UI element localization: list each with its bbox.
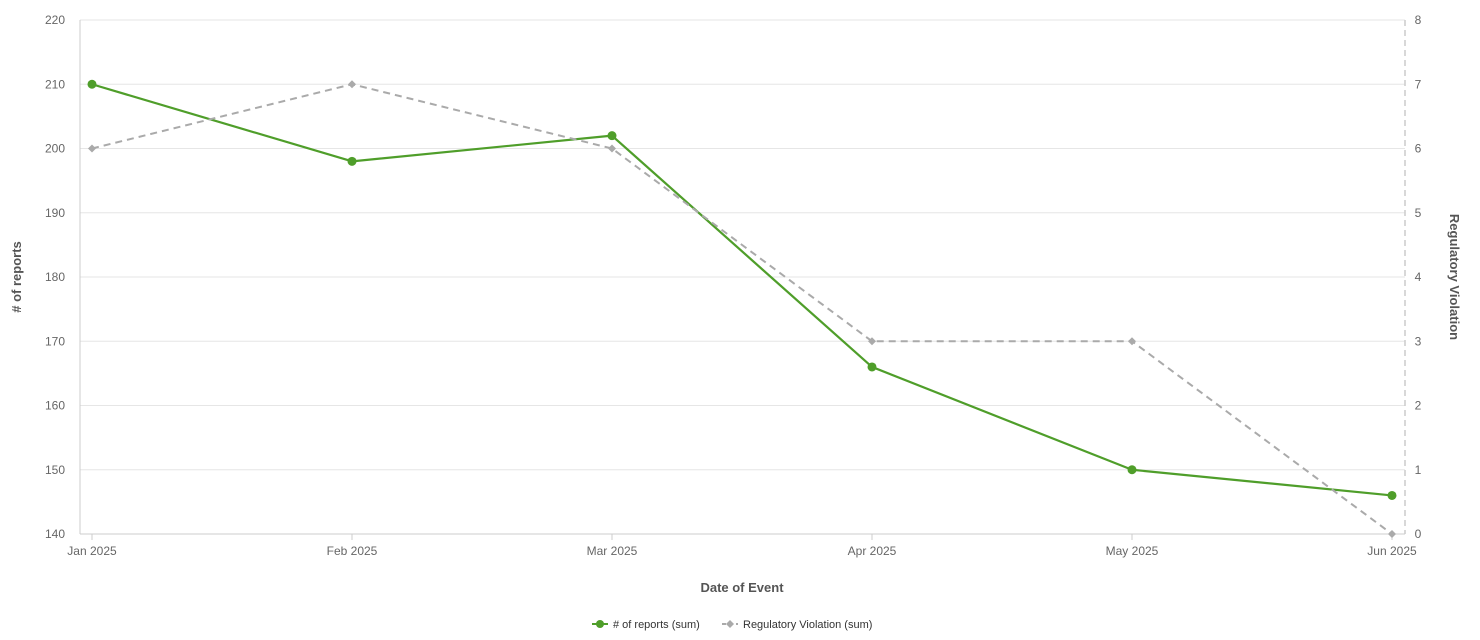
data-point[interactable]: [87, 79, 97, 89]
y-left-tick-label: 210: [45, 77, 65, 91]
series-line-1: [91, 83, 1393, 535]
y-axis-right-title: Regulatory Violation: [1447, 214, 1462, 340]
y-left-tick-label: 170: [45, 334, 65, 348]
data-point[interactable]: [1387, 490, 1397, 500]
y-right-tick-label: 4: [1415, 270, 1422, 284]
data-point[interactable]: [868, 337, 876, 346]
y-left-tick-label: 190: [45, 206, 65, 220]
x-tick-label: Feb 2025: [327, 544, 378, 558]
x-tick-label: Jun 2025: [1367, 544, 1417, 558]
data-point[interactable]: [608, 144, 616, 153]
y-right-tick-label: 8: [1415, 13, 1422, 27]
legend-label: Regulatory Violation (sum): [743, 619, 872, 631]
y-right-tick-label: 1: [1415, 463, 1422, 477]
y-left-tick-label: 220: [45, 13, 65, 27]
y-right-tick-label: 6: [1415, 142, 1422, 156]
legend: # of reports (sum) Regulatory Violation (…: [592, 619, 872, 631]
data-point[interactable]: [1128, 337, 1136, 346]
y-right-tick-label: 5: [1415, 206, 1422, 220]
series-line-0: [91, 83, 1393, 497]
data-point[interactable]: [347, 156, 357, 166]
x-tick-label: Apr 2025: [848, 544, 897, 558]
y-left-tick-label: 140: [45, 527, 65, 541]
data-point[interactable]: [1127, 465, 1137, 475]
legend-marker: [726, 620, 734, 628]
y-left-tick-label: 180: [45, 270, 65, 284]
y-left-tick-label: 160: [45, 399, 65, 413]
legend-label: # of reports (sum): [613, 619, 700, 631]
x-tick-label: Mar 2025: [587, 544, 638, 558]
data-point[interactable]: [867, 362, 877, 372]
data-point[interactable]: [607, 131, 617, 141]
y-left-tick-label: 150: [45, 463, 65, 477]
data-point[interactable]: [1388, 530, 1396, 538]
y-right-tick-label: 0: [1415, 527, 1422, 541]
gridlines: [80, 19, 1405, 535]
series-lines: [87, 79, 1397, 538]
y-axis-left-title: # of reports: [9, 241, 24, 313]
data-point[interactable]: [88, 144, 96, 153]
data-point[interactable]: [348, 80, 356, 89]
legend-marker: [596, 620, 604, 628]
x-tick-label: May 2025: [1106, 544, 1159, 558]
y-right-tick-label: 7: [1415, 77, 1422, 91]
x-tick-label: Jan 2025: [67, 544, 117, 558]
y-right-tick-label: 2: [1415, 399, 1422, 413]
tick-labels: 140 150 160 170 180 190 200 210 220 0 1 2 3 4 5 6 7 8 Jan …: [45, 13, 1422, 558]
y-left-tick-label: 200: [45, 142, 65, 156]
x-axis-title: Date of Event: [700, 580, 784, 595]
y-right-tick-label: 3: [1415, 334, 1422, 348]
axes: [79, 20, 1406, 540]
legend-item-1[interactable]: Regulatory Violation (sum): [722, 619, 872, 631]
legend-item-0[interactable]: # of reports (sum): [592, 619, 700, 631]
